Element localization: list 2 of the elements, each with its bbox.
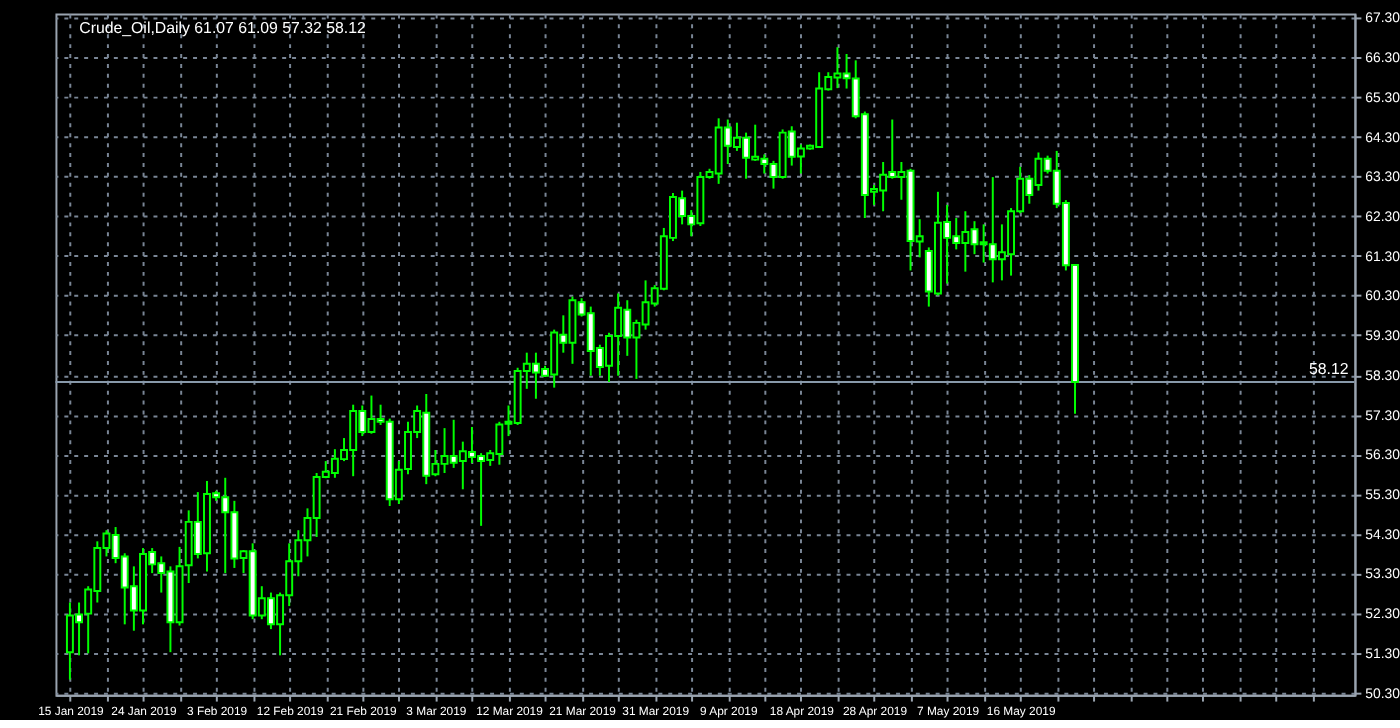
chart-title: Crude_Oil,Daily 61.07 61.09 57.32 58.12 (79, 19, 366, 38)
ref-line-label: 58.12 (1308, 360, 1349, 379)
